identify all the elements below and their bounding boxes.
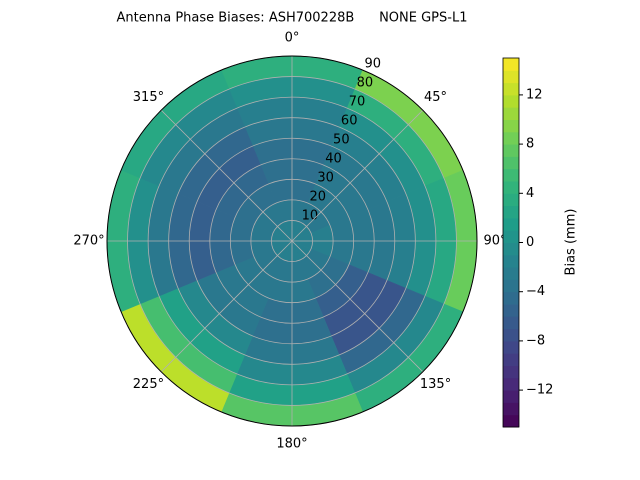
colorbar-band <box>503 82 519 96</box>
r-tick-label: 80 <box>357 76 374 91</box>
theta-tick-label: 270° <box>73 234 104 249</box>
colorbar-band <box>503 119 519 133</box>
colorbar-band <box>503 414 519 428</box>
colorbar-tick-label: 8 <box>526 137 534 152</box>
colorbar-tick-label: −8 <box>526 333 545 348</box>
colorbar-band <box>503 316 519 330</box>
angular-grid-line <box>160 109 293 242</box>
chart-title: Antenna Phase Biases: ASH700228B NONE GP… <box>117 11 468 26</box>
colorbar-band <box>503 144 519 157</box>
colorbar-band <box>503 107 519 120</box>
theta-tick-label: 225° <box>133 377 164 392</box>
angular-grid-line <box>160 240 293 373</box>
colorbar-band <box>503 291 519 305</box>
r-tick-label: 50 <box>333 133 350 148</box>
colorbar-band <box>503 193 519 207</box>
colorbar-tick-label: 4 <box>526 186 534 201</box>
colorbar-band <box>503 304 519 317</box>
colorbar-band <box>503 217 519 231</box>
colorbar-band <box>503 365 519 379</box>
r-tick-label: 10 <box>302 209 319 224</box>
theta-tick-label: 135° <box>420 377 451 392</box>
polar-frame <box>106 55 478 427</box>
r-tick-label: 70 <box>349 95 366 110</box>
colorbar-band <box>503 156 519 170</box>
colorbar-band <box>503 377 519 391</box>
colorbar-band <box>503 181 519 194</box>
r-tick-label: 60 <box>341 114 358 129</box>
colorbar-band <box>503 390 519 403</box>
colorbar-band <box>503 328 519 342</box>
r-tick-label: 40 <box>325 152 342 167</box>
colorbar-band <box>503 353 519 366</box>
colorbar-band <box>503 131 519 145</box>
colorbar-band <box>503 402 519 416</box>
angular-grid-line <box>291 240 424 373</box>
colorbar-band <box>503 230 519 243</box>
colorbar-band <box>503 254 519 268</box>
theta-tick-label: 315° <box>133 90 164 105</box>
colorbar-tick-label: 0 <box>526 235 534 250</box>
colorbar-tick-label: −4 <box>526 284 545 299</box>
r-tick-label: 20 <box>309 190 326 205</box>
colorbar-band <box>503 205 519 219</box>
colorbar-band <box>503 242 519 256</box>
colorbar-band <box>503 70 519 84</box>
theta-tick-label: 0° <box>285 31 300 46</box>
r-tick-label: 30 <box>317 171 334 186</box>
theta-tick-label: 45° <box>424 90 447 105</box>
colorbar-band <box>503 279 519 293</box>
colorbar-band <box>503 168 519 182</box>
colorbar-band <box>503 58 519 71</box>
colorbar-tick-label: −12 <box>526 383 553 398</box>
theta-tick-label: 90° <box>483 234 506 249</box>
colorbar-tick-label: 12 <box>526 87 543 102</box>
theta-tick-label: 180° <box>276 437 307 452</box>
colorbar-band <box>503 267 519 280</box>
angular-grid-line <box>291 109 424 242</box>
colorbar-label: Bias (mm) <box>564 209 579 276</box>
colorbar-band <box>503 340 519 354</box>
r-tick-label: 90 <box>365 57 382 72</box>
colorbar-band <box>503 94 519 108</box>
